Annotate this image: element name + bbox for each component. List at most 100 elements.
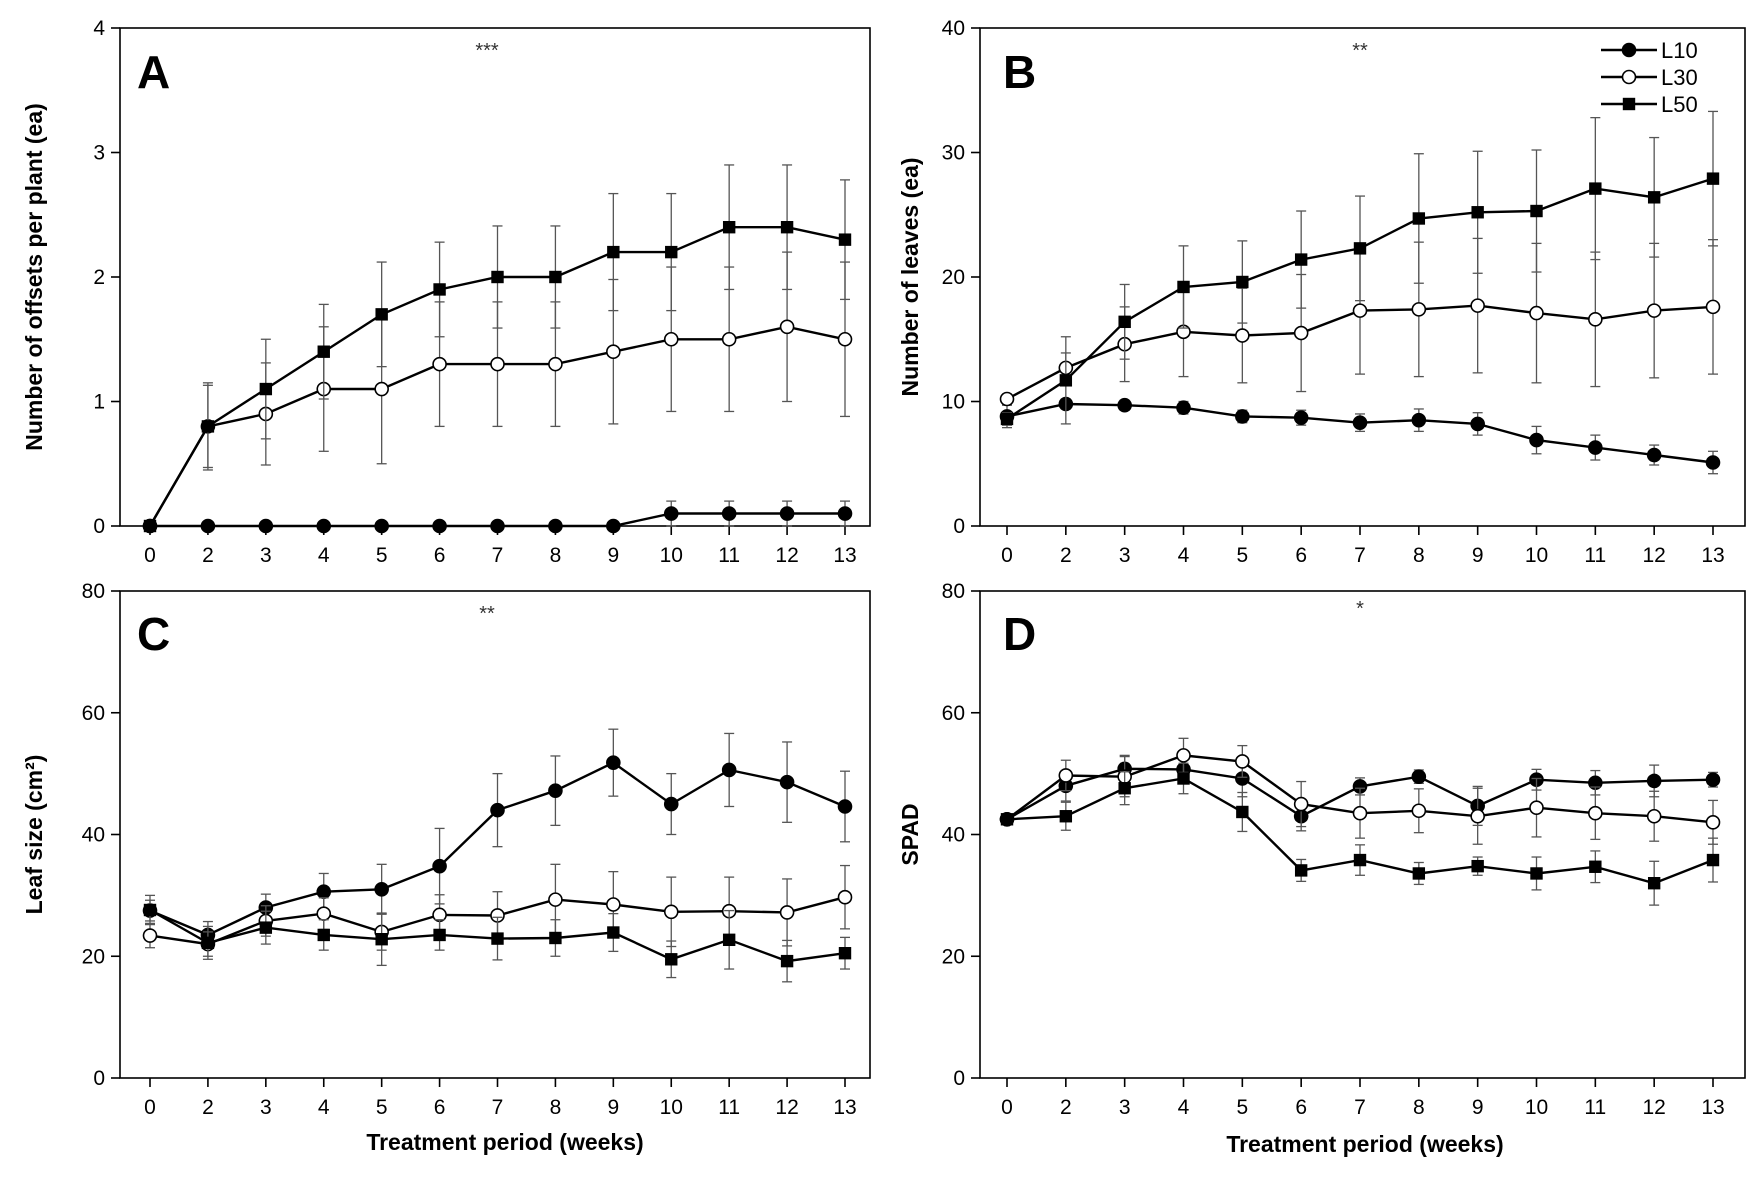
panel-c-point-l50 bbox=[259, 921, 273, 934]
panel-b-ytick-label: 40 bbox=[942, 17, 965, 40]
panel-a-point-l50 bbox=[780, 220, 794, 234]
panel-d-point-l50 bbox=[1059, 810, 1073, 823]
panel-b-point-l10 bbox=[1117, 397, 1132, 413]
panel-d-xtick-label: 8 bbox=[1413, 1096, 1425, 1119]
panel-a-point-l50 bbox=[201, 420, 215, 433]
panel-c-xtick-label: 3 bbox=[260, 1096, 272, 1119]
panel-c-point-l50 bbox=[433, 928, 446, 942]
panel-b-point-l30 bbox=[1646, 303, 1662, 318]
panel-a-point-l50 bbox=[143, 519, 157, 533]
panel-b-point-l10 bbox=[1529, 432, 1544, 448]
panel-a-series-l50 bbox=[143, 164, 852, 533]
panel-c-point-l50 bbox=[201, 936, 215, 950]
panel-b-point-l50 bbox=[1118, 315, 1131, 329]
panel-d-series-l30 bbox=[999, 737, 1721, 845]
panel-b-xtick-label: 5 bbox=[1236, 544, 1248, 567]
panel-d-xlabel: Treatment period (weeks) bbox=[1226, 1131, 1503, 1157]
panel-b-xtick-label: 12 bbox=[1642, 544, 1665, 567]
panel-c-ylabel: Leaf size (cm²) bbox=[21, 755, 47, 915]
panel-d-letter: D bbox=[1003, 608, 1036, 660]
panel-c-ytick-label: 0 bbox=[93, 1067, 105, 1090]
panel-b-xtick-label: 2 bbox=[1060, 544, 1072, 567]
panel-b-point-l50 bbox=[1177, 280, 1190, 294]
panel-c-letter: C bbox=[137, 608, 170, 660]
panel-d-point-l30 bbox=[1411, 803, 1427, 819]
panel-c-point-l50 bbox=[665, 953, 678, 966]
panel-a-point-l50 bbox=[491, 270, 504, 284]
panel-d-point-l30 bbox=[1352, 805, 1368, 821]
panel-c-point-l10 bbox=[548, 783, 563, 798]
panel-b-point-l50 bbox=[1236, 275, 1249, 289]
panel-a-point-l50 bbox=[259, 382, 273, 396]
legend-item-l50: L50 bbox=[1601, 92, 1698, 117]
panel-c-point-l50 bbox=[375, 933, 388, 946]
panel-c-point-l50 bbox=[317, 928, 330, 942]
panel-c-point-l30 bbox=[837, 889, 853, 905]
panel-b-point-l10 bbox=[1411, 412, 1427, 428]
panel-a-point-l50 bbox=[665, 245, 678, 259]
panel-a-point-l10 bbox=[258, 518, 274, 534]
panel-a-point-l10 bbox=[490, 518, 505, 534]
panel-d-xtick-label: 9 bbox=[1472, 1096, 1484, 1119]
panel-d-point-l30 bbox=[1470, 808, 1485, 824]
panel-b-ytick-label: 30 bbox=[942, 142, 965, 165]
panel-c-significance: ** bbox=[479, 603, 495, 625]
panel-a-point-l50 bbox=[549, 270, 562, 284]
panel-c-ytick-label: 80 bbox=[82, 580, 105, 603]
panel-b-point-l50 bbox=[1647, 191, 1661, 204]
panel-c-xtick-label: 9 bbox=[607, 1096, 619, 1119]
panel-c-xtick-label: 6 bbox=[434, 1096, 446, 1119]
panel-a-ytick-label: 3 bbox=[93, 142, 105, 165]
panel-b-series-l50 bbox=[1000, 110, 1720, 426]
panel-b-point-l30 bbox=[1529, 305, 1544, 321]
panel-b-xtick-label: 11 bbox=[1584, 544, 1606, 567]
panel-b-letter: B bbox=[1003, 46, 1036, 98]
panel-c-xtick-label: 11 bbox=[718, 1096, 740, 1119]
panel-c-xtick-label: 13 bbox=[833, 1096, 856, 1119]
panel-a-point-l30 bbox=[606, 344, 621, 360]
panel-d-point-l50 bbox=[1530, 867, 1543, 880]
panel-c-point-l50 bbox=[491, 932, 504, 945]
panel-a-point-l10 bbox=[432, 518, 447, 534]
panel-a-point-l10 bbox=[779, 506, 795, 521]
panel-d-ytick-label: 0 bbox=[953, 1067, 965, 1090]
panel-d-xtick-label: 3 bbox=[1119, 1096, 1131, 1119]
panel-b-xtick-label: 7 bbox=[1354, 544, 1366, 567]
panel-c-xtick-label: 0 bbox=[144, 1096, 156, 1119]
panel-c-xtick-label: 2 bbox=[202, 1096, 214, 1119]
panel-d-point-l50 bbox=[1706, 853, 1720, 867]
panel-c-point-l30 bbox=[606, 897, 621, 912]
panel-a-point-l30 bbox=[721, 331, 737, 347]
panel-b-series-l10 bbox=[999, 396, 1721, 475]
panel-d-xtick-label: 13 bbox=[1701, 1096, 1724, 1119]
panel-d-point-l50 bbox=[1353, 853, 1367, 867]
panel-a-xtick-label: 7 bbox=[492, 544, 504, 567]
panel-a-point-l50 bbox=[838, 233, 852, 246]
panel-b-point-l50 bbox=[1589, 182, 1602, 195]
panel-a-point-l30 bbox=[490, 356, 505, 372]
panel-b-point-l10 bbox=[1176, 400, 1191, 416]
panel-d-xtick-label: 5 bbox=[1236, 1096, 1248, 1119]
panel-c-ytick-label: 20 bbox=[82, 945, 105, 968]
panel-c-point-l30 bbox=[548, 892, 563, 907]
panel-d-xtick-label: 6 bbox=[1295, 1096, 1307, 1119]
panel-d-point-l50 bbox=[1412, 867, 1426, 880]
panel-c-point-l50 bbox=[549, 931, 562, 945]
panel-c-point-l50 bbox=[838, 947, 852, 960]
panel-d-xtick-label: 10 bbox=[1525, 1096, 1548, 1119]
panel-d-point-l50 bbox=[1000, 813, 1014, 826]
panel-a-point-l30 bbox=[548, 356, 563, 372]
panel-b-point-l50 bbox=[1059, 374, 1073, 387]
legend-marker-l30 bbox=[1621, 69, 1637, 85]
panel-a-letter: A bbox=[137, 46, 170, 98]
panel-d-point-l30 bbox=[1705, 815, 1721, 830]
panel-c-ytick-label: 60 bbox=[82, 702, 105, 725]
panel-a-ytick-label: 4 bbox=[93, 17, 105, 40]
panel-d-point-l30 bbox=[1588, 805, 1603, 821]
panel-d-point-l30 bbox=[1235, 754, 1250, 769]
panel-a-point-l10 bbox=[200, 518, 216, 534]
panel-d-xtick-label: 4 bbox=[1178, 1096, 1190, 1119]
